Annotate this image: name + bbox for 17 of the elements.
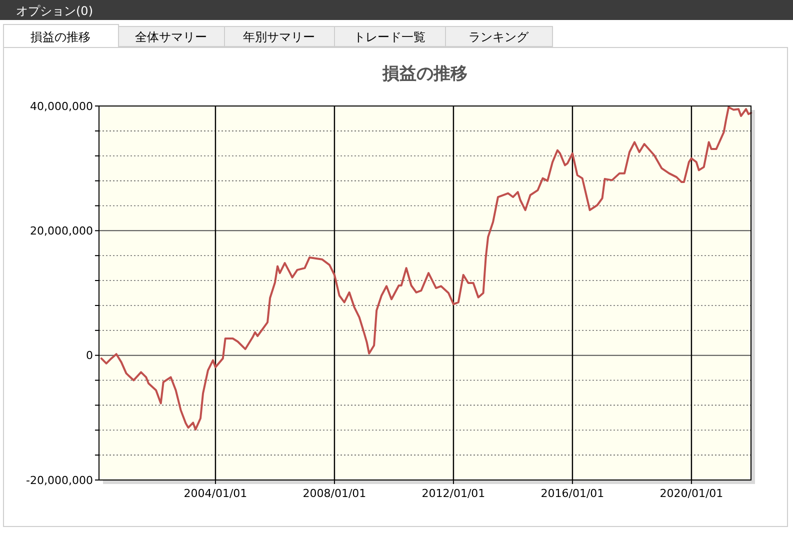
x-tick-label: 2012/01/01 [422, 487, 486, 500]
chart-title: 損益の推移 [382, 64, 468, 84]
y-tick-label: -20,000,000 [26, 474, 93, 487]
text: トレード一覧 [354, 30, 426, 44]
x-tick-label: 2008/01/01 [302, 487, 366, 500]
text: 年別サマリー [243, 30, 315, 44]
x-tick-label: 2004/01/01 [184, 487, 248, 500]
x-tick-label: 2016/01/01 [540, 487, 604, 500]
y-tick-label: 0 [86, 349, 93, 362]
text: ランキング [468, 30, 530, 44]
text: オプション(0) [16, 4, 93, 18]
y-tick-label: 20,000,000 [30, 224, 93, 238]
text: 損益の推移 [30, 30, 90, 44]
x-tick-label: 2020/01/01 [660, 487, 724, 500]
y-tick-label: 40,000,000 [30, 100, 93, 113]
line-series [100, 106, 752, 431]
text: 全体サマリー [135, 30, 207, 44]
